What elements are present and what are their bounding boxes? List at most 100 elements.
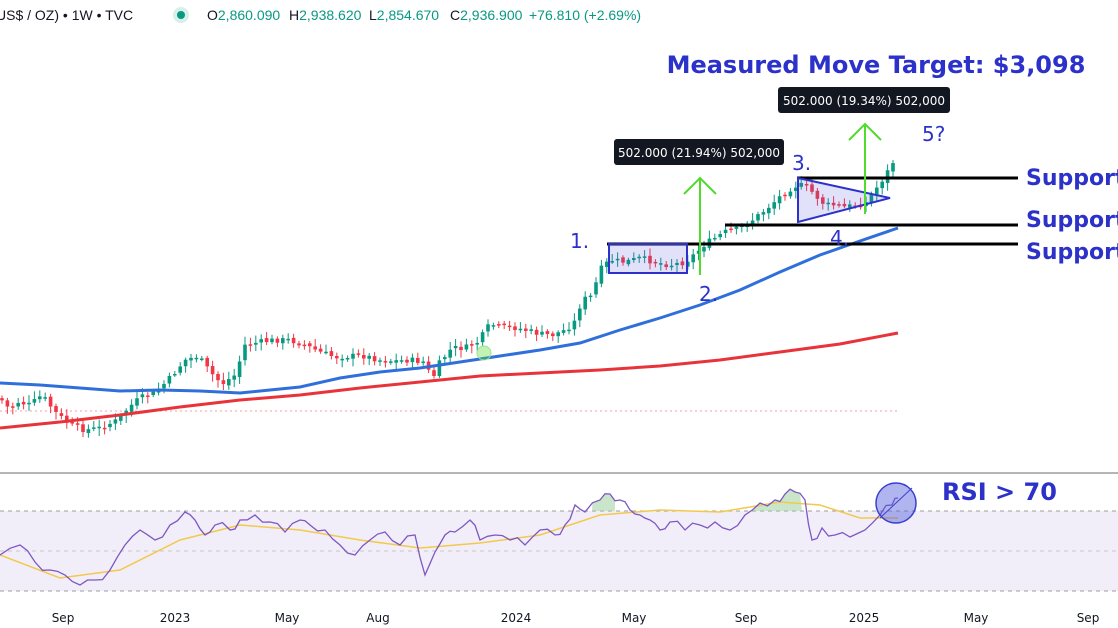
rsi-band bbox=[0, 511, 1118, 591]
price-change: +76.810 (+2.69%) bbox=[529, 7, 642, 23]
candle bbox=[777, 189, 782, 210]
candle bbox=[561, 323, 566, 336]
candle bbox=[713, 233, 717, 242]
measure-arrow-2 bbox=[848, 122, 882, 214]
candle bbox=[821, 194, 825, 210]
candle bbox=[540, 325, 544, 338]
measure-arrow-1 bbox=[683, 176, 717, 275]
ohlc-low: L2,854.670 bbox=[369, 7, 440, 23]
time-tick-may: May bbox=[275, 611, 300, 625]
candle bbox=[653, 259, 658, 268]
candle bbox=[556, 330, 560, 343]
candle bbox=[135, 390, 139, 410]
candle bbox=[502, 321, 506, 330]
candle bbox=[335, 352, 339, 365]
candle bbox=[615, 252, 620, 267]
candle bbox=[426, 356, 431, 374]
ohlc-high: H2,938.620 bbox=[289, 7, 362, 23]
candle bbox=[200, 356, 204, 362]
candle bbox=[270, 334, 274, 345]
candle bbox=[545, 329, 550, 339]
candle bbox=[464, 338, 469, 352]
time-tick-2025: 2025 bbox=[849, 611, 880, 625]
candle bbox=[264, 332, 269, 346]
candle bbox=[632, 252, 636, 263]
candle bbox=[302, 340, 307, 350]
candle bbox=[329, 347, 334, 360]
symbol-title[interactable]: US$ / OZ) • 1W • TVC bbox=[0, 7, 134, 23]
candle bbox=[837, 201, 841, 208]
candle bbox=[664, 260, 668, 271]
ohlc-open: O2,860.090 bbox=[207, 7, 281, 23]
candle bbox=[578, 304, 582, 328]
time-tick-sep: Sep bbox=[735, 611, 758, 625]
market-open-dot-icon bbox=[173, 7, 189, 23]
candle bbox=[788, 188, 793, 199]
candle bbox=[880, 179, 884, 195]
candle bbox=[232, 368, 236, 388]
candle bbox=[891, 159, 895, 179]
candle bbox=[410, 353, 415, 370]
rsi-pane: RSI > 70 bbox=[0, 478, 1118, 592]
candle bbox=[875, 180, 879, 201]
time-tick-sep: Sep bbox=[1077, 611, 1100, 625]
ma-red-line bbox=[0, 331, 899, 430]
candle bbox=[756, 211, 760, 224]
candle bbox=[178, 362, 182, 376]
candle bbox=[723, 226, 728, 238]
candle bbox=[669, 258, 674, 271]
candle bbox=[783, 192, 787, 201]
candle bbox=[286, 333, 290, 344]
candle bbox=[183, 357, 188, 373]
candle bbox=[475, 336, 479, 351]
candle bbox=[399, 355, 404, 364]
candle bbox=[216, 371, 220, 388]
support-label-3: Support bbox=[1026, 240, 1118, 265]
candle bbox=[551, 331, 555, 342]
candle bbox=[59, 408, 64, 420]
candle bbox=[313, 338, 317, 353]
candle bbox=[448, 341, 452, 365]
candle bbox=[81, 419, 85, 438]
candle bbox=[48, 393, 53, 414]
price-pane: 502.000 (21.94%) 502,000 502.000 (19.34%… bbox=[0, 51, 1118, 438]
candle bbox=[691, 249, 695, 270]
candle bbox=[372, 352, 377, 366]
candle bbox=[11, 402, 15, 415]
candle bbox=[173, 370, 177, 377]
candle bbox=[659, 257, 663, 271]
candle bbox=[696, 243, 701, 261]
rsi-highlight-mark bbox=[879, 487, 913, 519]
candle bbox=[38, 390, 42, 403]
candle bbox=[308, 340, 312, 353]
candle bbox=[486, 319, 490, 337]
candle bbox=[378, 357, 382, 366]
candle bbox=[529, 324, 533, 335]
candle bbox=[772, 194, 776, 215]
measure-box-1 bbox=[614, 139, 784, 165]
support-label-1: Support bbox=[1026, 166, 1118, 191]
candle bbox=[54, 403, 58, 420]
measure-text-1: 502.000 (21.94%) 502,000 bbox=[618, 146, 780, 160]
candle bbox=[642, 250, 647, 264]
wave-label-5: 5? bbox=[922, 122, 945, 146]
candle bbox=[432, 365, 436, 379]
candle bbox=[453, 338, 458, 357]
candle bbox=[761, 208, 766, 222]
candle bbox=[383, 355, 388, 368]
candle bbox=[443, 354, 447, 363]
candle bbox=[572, 313, 577, 336]
candle bbox=[146, 392, 150, 404]
candle bbox=[259, 334, 263, 351]
candle bbox=[750, 213, 755, 230]
candle bbox=[416, 352, 420, 366]
candle bbox=[831, 196, 836, 210]
candle bbox=[389, 358, 393, 365]
ohlc-close: C2,936.900 bbox=[450, 7, 523, 23]
candle bbox=[210, 360, 215, 382]
candle bbox=[594, 277, 598, 298]
candle bbox=[794, 181, 798, 199]
candle bbox=[491, 322, 496, 330]
candle bbox=[345, 355, 350, 362]
